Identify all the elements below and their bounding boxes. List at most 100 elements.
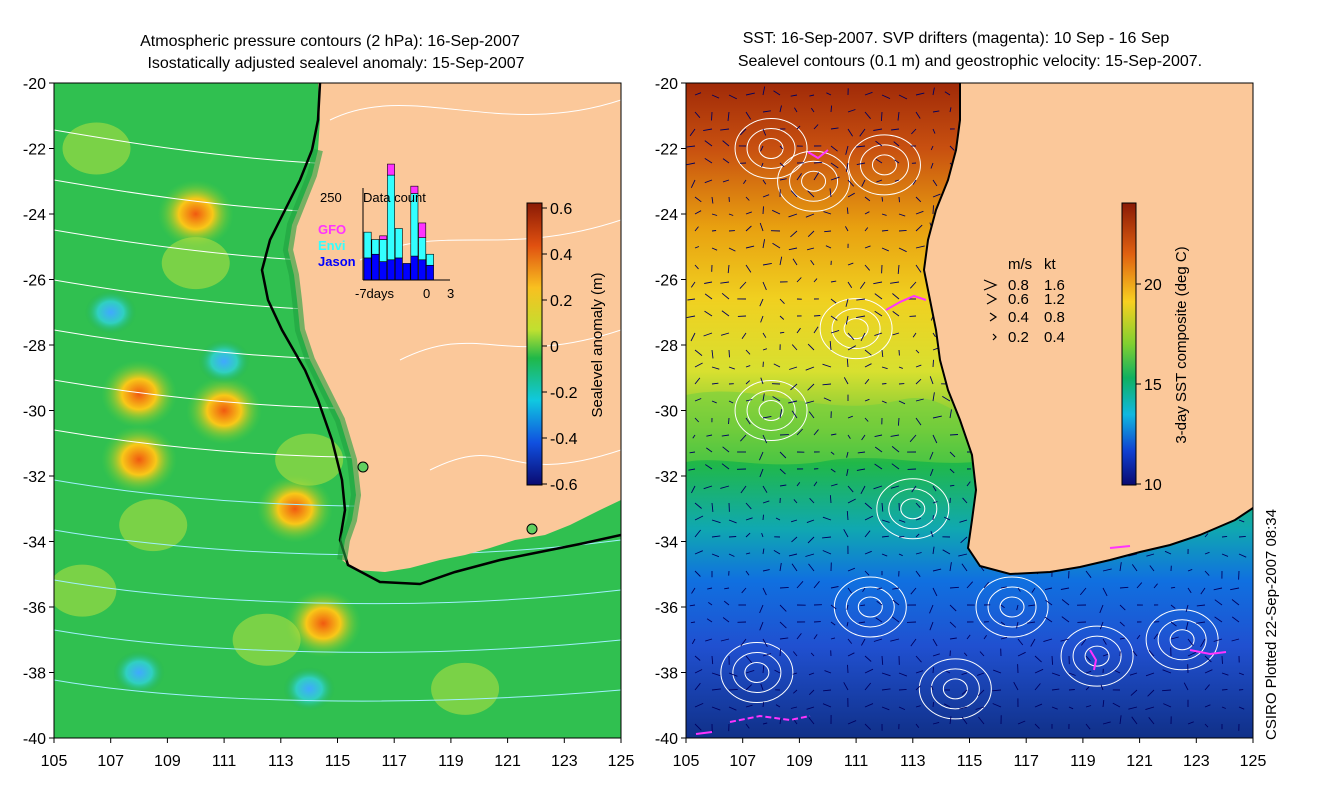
velocity-arrow bbox=[796, 327, 801, 334]
velocity-arrow bbox=[724, 587, 730, 590]
velocity-arrow bbox=[796, 633, 802, 640]
velocity-arrow bbox=[915, 364, 922, 368]
inset-bar-jason bbox=[379, 261, 388, 281]
velocity-arrow bbox=[808, 563, 815, 572]
velocity-arrow bbox=[721, 434, 730, 437]
left-y-axis-ticks: -20 -22 -24 -26 -28 -30 -32 -34 -36 -38 -40 bbox=[23, 76, 54, 748]
velocity-arrow bbox=[847, 345, 857, 351]
velocity-arrow bbox=[1204, 723, 1209, 728]
velocity-arrow bbox=[915, 655, 922, 663]
velocity-arrow bbox=[847, 262, 854, 266]
left-ytick-label: -26 bbox=[23, 273, 46, 290]
sst-front bbox=[686, 391, 990, 465]
velocity-arrow bbox=[1231, 638, 1240, 642]
velocity-arrow bbox=[762, 638, 768, 648]
velocity-arrow bbox=[694, 655, 701, 661]
velocity-arrow bbox=[1099, 604, 1104, 614]
right-map bbox=[685, 82, 1254, 739]
velocity-arrow bbox=[880, 111, 883, 122]
velocity-arrow bbox=[845, 298, 849, 307]
velocity-arrow bbox=[1131, 564, 1138, 572]
velocity-arrow bbox=[779, 468, 786, 475]
velocity-arrow bbox=[728, 213, 734, 216]
sealevel-contour bbox=[1084, 645, 1110, 667]
velocity-arrow bbox=[721, 463, 730, 470]
sla-patch bbox=[431, 662, 500, 715]
velocity-arrow bbox=[892, 293, 900, 300]
velocity-arrow bbox=[686, 162, 696, 166]
left-coast-shelf bbox=[260, 83, 621, 586]
velocity-arrow bbox=[890, 638, 900, 642]
velocity-arrow bbox=[1030, 638, 1036, 647]
velocity-arrow bbox=[773, 363, 781, 368]
velocity-arrow bbox=[779, 298, 785, 305]
velocity-arrow bbox=[813, 172, 820, 181]
velocity-arrow bbox=[745, 92, 755, 96]
left-xtick-label: 107 bbox=[97, 753, 124, 770]
velocity-arrow bbox=[822, 703, 832, 708]
velocity-arrow bbox=[874, 434, 883, 438]
velocity-arrow bbox=[790, 519, 798, 523]
velocity-arrow bbox=[704, 158, 713, 164]
right-xtick-label: 105 bbox=[673, 753, 700, 770]
velocity-arrow bbox=[745, 502, 752, 510]
velocity-arrow bbox=[1148, 717, 1155, 725]
velocity-arrow bbox=[703, 332, 713, 337]
velocity-arrow bbox=[966, 634, 971, 640]
velocity-arrow bbox=[796, 482, 801, 487]
velocity-arrow bbox=[881, 672, 891, 677]
velocity-arrow bbox=[932, 546, 935, 555]
left-ytick-label: -28 bbox=[23, 338, 46, 355]
velocity-arrow bbox=[762, 665, 765, 674]
left-x-axis-ticks: 105 107 109 111 113 115 117 119 121 123 125 bbox=[41, 738, 634, 770]
velocity-arrow bbox=[843, 377, 849, 385]
velocity-arrow bbox=[1183, 682, 1189, 691]
velocity-arrow bbox=[788, 247, 798, 251]
velocity-arrow bbox=[762, 548, 765, 555]
velocity-arrow bbox=[779, 604, 787, 612]
left-ytick-label: -40 bbox=[23, 731, 46, 748]
velocity-arrow bbox=[690, 281, 696, 288]
velocity-arrow bbox=[942, 396, 951, 402]
velocity-arrow bbox=[983, 635, 987, 640]
velocity-arrow bbox=[728, 672, 738, 677]
velocity-arrow bbox=[856, 162, 866, 166]
left-coast-green bbox=[282, 148, 362, 561]
drifter-track bbox=[695, 731, 713, 735]
velocity-arrow bbox=[843, 529, 849, 538]
sealevel-contour bbox=[734, 380, 808, 441]
velocity-arrow bbox=[1238, 519, 1245, 523]
velocity-arrow bbox=[728, 366, 735, 370]
velocity-arrow bbox=[1204, 655, 1212, 663]
velocity-arrow bbox=[760, 377, 764, 385]
velocity-arrow bbox=[897, 417, 900, 426]
velocity-arrow bbox=[993, 669, 1002, 674]
velocity-arrow bbox=[1099, 621, 1104, 630]
velocity-arrow bbox=[808, 411, 815, 419]
velocity-arrow bbox=[741, 587, 747, 594]
velocity-arrow bbox=[762, 569, 770, 572]
velocity-arrow bbox=[711, 519, 721, 524]
right-title-line1: SST: 16-Sep-2007. SVP drifters (magenta)… bbox=[743, 30, 1170, 47]
velocity-arrow bbox=[1051, 688, 1060, 691]
sealevel-contour bbox=[1157, 619, 1207, 661]
velocity-arrow bbox=[915, 417, 922, 426]
left-xtick-label: 121 bbox=[494, 753, 521, 770]
velocity-arrow bbox=[822, 536, 832, 539]
velocity-arrow bbox=[830, 637, 836, 640]
sla-colorbar-tick-label: 0 bbox=[550, 339, 559, 356]
velocity-arrow bbox=[824, 230, 832, 233]
inset-bar-gfo bbox=[387, 163, 395, 176]
velocity-arrow bbox=[960, 536, 968, 544]
velocity-arrow bbox=[932, 332, 936, 338]
velocity-arrow bbox=[759, 468, 764, 478]
velocity-arrow bbox=[711, 400, 717, 404]
velocity-arrow bbox=[864, 502, 873, 510]
velocity-arrow bbox=[856, 315, 866, 319]
velocity-arrow bbox=[915, 264, 922, 273]
velocity-arrow bbox=[762, 239, 766, 249]
velocity-arrow bbox=[949, 604, 957, 612]
velocity-arrow bbox=[915, 378, 922, 385]
velocity-arrow bbox=[694, 398, 702, 402]
